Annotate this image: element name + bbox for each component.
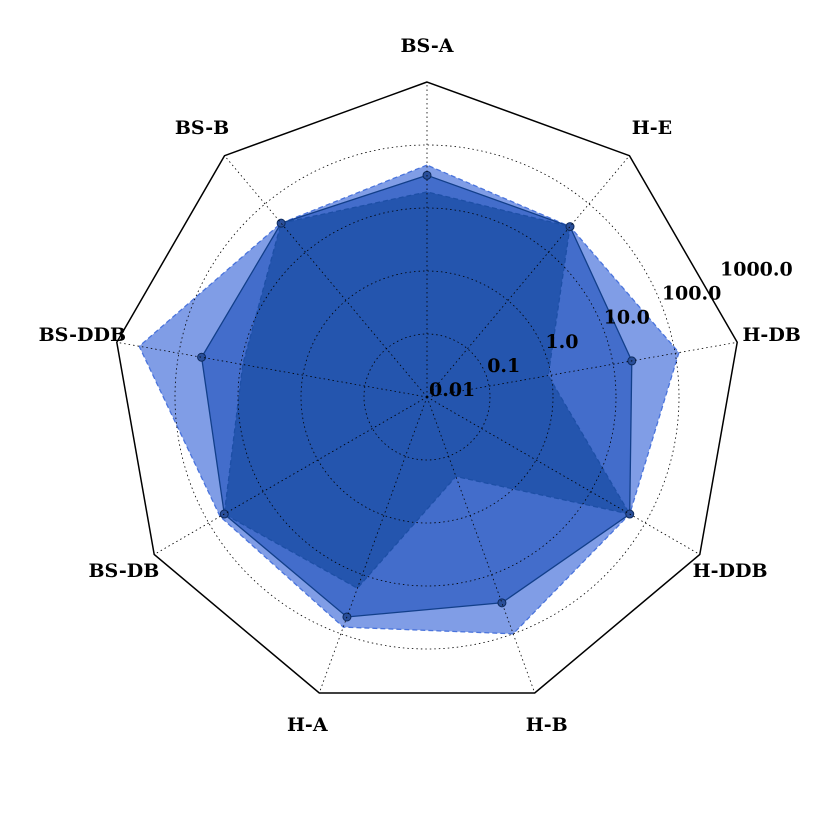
spoke	[426, 396, 700, 555]
r-tick-label: 0.1	[487, 355, 520, 377]
spoke	[426, 155, 630, 398]
spoke	[426, 396, 536, 694]
category-label: BS-DDB	[39, 324, 126, 346]
r-tick-label: 1000.0	[720, 258, 793, 280]
series-area	[223, 191, 632, 590]
category-label: BS-DB	[88, 560, 159, 582]
spoke	[116, 341, 428, 398]
category-label: H-DB	[742, 324, 800, 346]
spoke	[426, 341, 738, 398]
spoke	[318, 396, 428, 694]
category-label: H-DDB	[693, 560, 768, 582]
frame	[115, 81, 739, 694]
grid-circle	[300, 270, 554, 524]
category-label: BS-B	[175, 117, 229, 139]
r-tick-label: 0.01	[429, 379, 475, 401]
category-label: H-E	[632, 117, 672, 139]
category-label: H-A	[287, 714, 328, 736]
grid-circle	[237, 207, 617, 587]
marker	[197, 352, 207, 362]
r-tick-label: 10.0	[604, 307, 650, 329]
r-tick-label: 1.0	[545, 331, 578, 353]
category-label: H-B	[526, 714, 568, 736]
r-tick-label: 100.0	[662, 283, 722, 305]
grid-circle	[363, 333, 491, 461]
grid-circle	[174, 144, 680, 650]
marker	[497, 598, 507, 608]
spoke	[224, 155, 428, 398]
spoke	[154, 396, 428, 555]
category-label: BS-A	[400, 35, 453, 57]
